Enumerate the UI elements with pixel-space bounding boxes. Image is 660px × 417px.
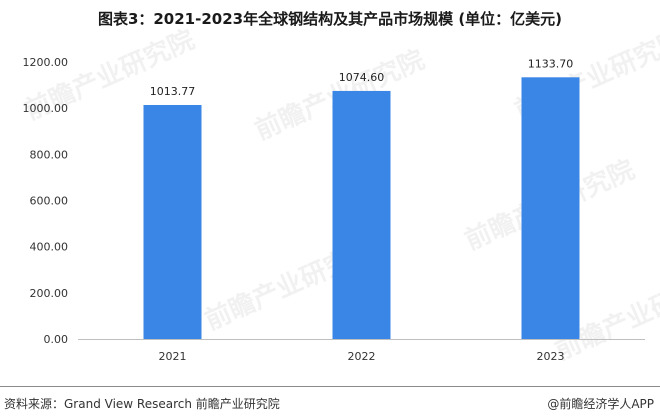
bar [143,104,202,339]
bar [332,90,391,339]
y-tick-label: 1200.00 [23,56,69,69]
bar-chart: 前瞻产业研究院前瞻产业研究院前瞻产业研究院前瞻产业研究院前瞻产业研究院前瞻产业研… [20,24,660,366]
data-label: 1013.77 [150,85,196,98]
y-tick-label: 600.00 [30,195,69,208]
chart-title: 图表3：2021-2023年全球钢结构及其产品市场规模 (单位：亿美元) [97,10,563,28]
y-tick-label: 800.00 [30,148,69,161]
bar [521,77,580,339]
y-tick-label: 400.00 [30,241,69,254]
y-tick-label: 1000.00 [23,102,69,115]
y-tick-label: 200.00 [30,287,69,300]
source-note: 资料来源：Grand View Research 前瞻产业研究院 [4,397,280,411]
x-tick-label: 2021 [159,350,187,363]
data-label: 1133.70 [528,57,574,70]
x-tick-label: 2023 [537,350,565,363]
brand-credit: @前瞻经济学人APP [547,397,654,411]
x-tick-label: 2022 [348,350,376,363]
data-label: 1074.60 [339,71,385,84]
y-tick-label: 0.00 [44,333,69,346]
footer: 资料来源：Grand View Research 前瞻产业研究院 @前瞻经济学人… [0,386,660,417]
